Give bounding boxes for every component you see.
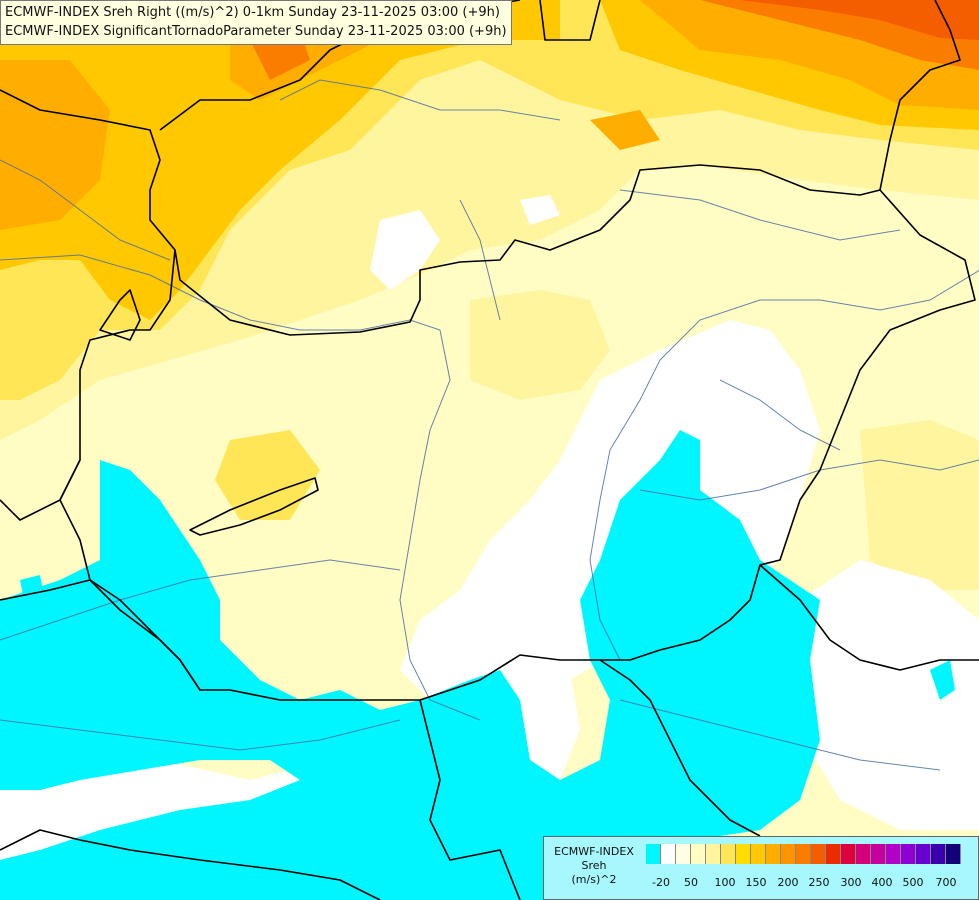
- legend-swatch: [766, 844, 781, 864]
- river-e2: [719, 379, 841, 451]
- border-ukraine: [879, 0, 961, 191]
- river-north: [279, 79, 561, 121]
- legend-swatch: [826, 844, 841, 864]
- border-romania-interior: [759, 564, 979, 671]
- legend-swatch: [901, 844, 916, 864]
- field-white-se: [800, 560, 979, 830]
- legend-swatch: [676, 844, 691, 864]
- river-south-e: [619, 699, 941, 771]
- legend-variable: Sreh: [581, 859, 607, 872]
- legend-tick-label: -20: [652, 876, 670, 889]
- legend-swatch: [871, 844, 886, 864]
- map-title-line-1: ECMWF-INDEX Sreh Right ((m/s)^2) 0-1km S…: [5, 5, 500, 20]
- field-cyan-south: [0, 430, 820, 900]
- field-white-central: [400, 320, 820, 720]
- map-title-box: ECMWF-INDEX Sreh Right ((m/s)^2) 0-1km S…: [0, 0, 512, 45]
- map-title-line-2: ECMWF-INDEX SignificantTornadoParameter …: [5, 24, 507, 39]
- border-bosnia: [0, 829, 381, 900]
- legend-tick-labels: -20 50 100 150 200 250 300 400 500 700: [646, 876, 976, 890]
- legend-caption: ECMWF-INDEX Sreh (m/s)^2: [544, 845, 644, 887]
- legend-unit: (m/s)^2: [571, 873, 617, 886]
- legend-tick-label: 400: [871, 876, 893, 889]
- field-white-north: [370, 210, 440, 290]
- field-cyan-island: [930, 660, 955, 700]
- legend-swatch: [916, 844, 931, 864]
- legend-swatch: [736, 844, 751, 864]
- legend-swatch: [886, 844, 901, 864]
- legend-swatch: [706, 844, 721, 864]
- legend-swatch: [646, 844, 661, 864]
- legend-swatch: [946, 844, 961, 864]
- river-west: [0, 159, 171, 261]
- river-sava: [0, 719, 401, 751]
- legend-title: ECMWF-INDEX: [554, 845, 634, 858]
- border-slovakia-cz: [0, 89, 176, 251]
- legend-color-bar: [646, 844, 961, 864]
- river-tisza: [589, 270, 979, 661]
- legend-tick-label: 500: [902, 876, 924, 889]
- field-gold: [0, 0, 560, 320]
- border-serbia-croatia: [419, 699, 521, 900]
- field-light-yellow-south: [470, 290, 610, 400]
- legend-swatch: [691, 844, 706, 864]
- legend-swatch: [721, 844, 736, 864]
- field-red-orange: [740, 0, 979, 40]
- legend-swatch: [931, 844, 946, 864]
- border-lake-balaton: [189, 477, 319, 536]
- legend-swatch: [661, 844, 676, 864]
- border-west-inner: [99, 289, 141, 341]
- river-danube: [0, 254, 481, 721]
- legend-tick-label: 250: [808, 876, 830, 889]
- legend-tick-label: 300: [840, 876, 862, 889]
- field-yellow-blob: [215, 430, 320, 520]
- legend-swatch: [856, 844, 871, 864]
- field-orange: [0, 60, 110, 230]
- legend-swatch: [811, 844, 826, 864]
- color-legend: ECMWF-INDEX Sreh (m/s)^2 -20 50 100 150 200 2…: [543, 836, 979, 900]
- legend-swatch: [796, 844, 811, 864]
- legend-tick-label: 150: [745, 876, 767, 889]
- field-orange-mid: [590, 110, 660, 150]
- legend-swatch: [751, 844, 766, 864]
- border-austria-slovenia: [0, 459, 81, 521]
- legend-tick-label: 200: [777, 876, 799, 889]
- field-light-yellow-east: [860, 420, 979, 590]
- field-white-north2: [520, 195, 560, 225]
- rivers-layer: [0, 79, 979, 771]
- border-croatia: [0, 579, 201, 691]
- field-cyan-west: [20, 575, 45, 605]
- legend-tick-label: 50: [684, 876, 698, 889]
- river-ne: [619, 189, 901, 241]
- river-drava: [0, 559, 401, 641]
- legend-swatch: [841, 844, 856, 864]
- border-ne-inner: [539, 0, 601, 41]
- legend-tick-label: 100: [714, 876, 736, 889]
- border-serbia-romania: [599, 659, 761, 837]
- legend-swatch: [781, 844, 796, 864]
- legend-tick-label: 700: [935, 876, 957, 889]
